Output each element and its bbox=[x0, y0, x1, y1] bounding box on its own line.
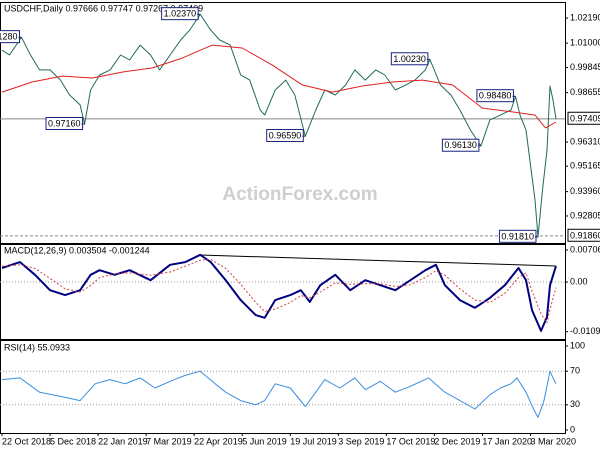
price-label: 0.91860 bbox=[570, 230, 600, 240]
y-tick-label: 0.99845 bbox=[570, 62, 600, 72]
y-tick-label: 30 bbox=[570, 399, 580, 409]
y-tick-label: 0.95165 bbox=[570, 161, 600, 171]
label-box bbox=[45, 117, 84, 131]
y-tick-label: 0.93960 bbox=[570, 186, 600, 196]
x-tick-label: 22 Apr 2019 bbox=[194, 436, 243, 446]
price-panel-frame bbox=[0, 2, 566, 244]
y-tick-label: 100 bbox=[570, 340, 585, 350]
annotation-label: 1280 bbox=[0, 32, 18, 42]
label-box bbox=[0, 30, 21, 44]
annotation-label: 0.91810 bbox=[501, 231, 534, 241]
x-tick-label: 2 Dec 2019 bbox=[434, 436, 480, 446]
y-tick-label: -0.010975 bbox=[570, 326, 600, 336]
series-line bbox=[1, 253, 557, 332]
annotation-label: 0.97160 bbox=[48, 119, 81, 129]
series-line bbox=[1, 258, 557, 324]
x-tick-label: 5 Dec 2018 bbox=[50, 436, 96, 446]
x-tick-label: 3 Sep 2019 bbox=[338, 436, 384, 446]
label-box bbox=[266, 129, 304, 143]
y-tick-label: 0.92805 bbox=[570, 210, 600, 220]
label-box bbox=[441, 138, 480, 152]
rsi-panel-frame bbox=[0, 340, 566, 434]
x-tick-label: 7 Mar 2019 bbox=[146, 436, 192, 446]
x-tick-label: 22 Jan 2019 bbox=[98, 436, 148, 446]
macd-trendline bbox=[199, 254, 557, 267]
y-tick-label: 0.96310 bbox=[570, 136, 600, 146]
x-tick-label: 17 Oct 2019 bbox=[386, 436, 435, 446]
annotation-label: 1.02370 bbox=[164, 9, 197, 19]
y-tick-label: 0.00 bbox=[570, 276, 588, 286]
annotation-label: 0.96130 bbox=[444, 140, 477, 150]
label-box bbox=[498, 229, 537, 243]
series-line bbox=[1, 44, 557, 129]
x-tick-label: 17 Jan 2020 bbox=[482, 436, 532, 446]
label-box bbox=[476, 89, 514, 103]
y-tick-label: 1.01000 bbox=[570, 38, 600, 48]
label-box bbox=[567, 111, 600, 125]
y-tick-label: 70 bbox=[570, 366, 580, 376]
y-tick-label: 0 bbox=[570, 424, 575, 434]
annotation-label: 0.96590 bbox=[269, 131, 302, 141]
y-tick-label: 0.98655 bbox=[570, 87, 600, 97]
watermark: ActionForex.com bbox=[222, 184, 377, 205]
x-tick-label: 5 Jun 2019 bbox=[242, 436, 287, 446]
macd-title: MACD(12,26,9) 0.003504 -0.001244 bbox=[4, 245, 150, 255]
y-tick-label: 0.007066 bbox=[570, 244, 600, 254]
label-box bbox=[567, 228, 600, 242]
annotation-label: 0.98480 bbox=[479, 91, 512, 101]
rsi-title: RSI(14) 55.0933 bbox=[4, 342, 70, 352]
label-box bbox=[390, 52, 429, 66]
label-box bbox=[161, 7, 199, 21]
price-title: USDCHF,Daily 0.97666 0.97747 0.97267 0.9… bbox=[4, 3, 203, 13]
macd-panel-frame bbox=[0, 244, 566, 340]
y-tick-label: 1.02190 bbox=[570, 12, 600, 22]
x-tick-label: 22 Oct 2018 bbox=[2, 436, 51, 446]
series-line bbox=[1, 370, 557, 418]
price-label: 0.97409 bbox=[570, 113, 600, 123]
x-tick-label: 19 Jul 2019 bbox=[290, 436, 337, 446]
x-tick-label: 3 Mar 2020 bbox=[530, 436, 576, 446]
annotation-label: 1.00230 bbox=[393, 54, 426, 64]
series-line bbox=[1, 13, 557, 238]
